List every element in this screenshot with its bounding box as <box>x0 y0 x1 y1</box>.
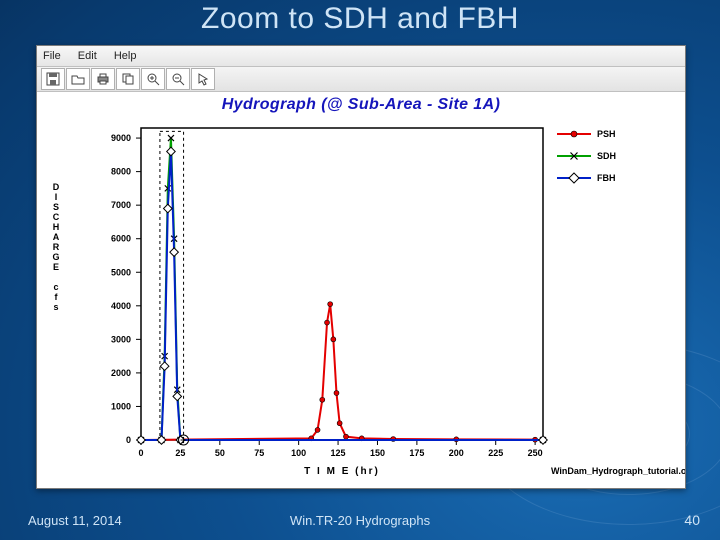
svg-text:T I M E (hr): T I M E (hr) <box>304 466 380 477</box>
menu-edit[interactable]: Edit <box>78 50 97 62</box>
slide: Zoom to SDH and FBH File Edit Help Hydro… <box>0 0 720 540</box>
menu-bar: File Edit Help <box>37 46 685 67</box>
svg-text:0: 0 <box>138 448 143 458</box>
svg-text:4000: 4000 <box>111 301 131 311</box>
svg-text:175: 175 <box>409 448 424 458</box>
plot-area: Hydrograph (@ Sub-Area - Site 1A) D I S … <box>37 92 685 488</box>
svg-text:5000: 5000 <box>111 267 131 277</box>
svg-text:200: 200 <box>449 448 464 458</box>
svg-text:50: 50 <box>215 448 225 458</box>
svg-text:1000: 1000 <box>111 401 131 411</box>
svg-text:100: 100 <box>291 448 306 458</box>
svg-text:2000: 2000 <box>111 368 131 378</box>
svg-text:SDH: SDH <box>597 151 616 161</box>
slide-title: Zoom to SDH and FBH <box>0 2 720 36</box>
svg-text:PSH: PSH <box>597 129 616 139</box>
menu-file[interactable]: File <box>43 50 61 62</box>
menu-help[interactable]: Help <box>114 50 137 62</box>
svg-text:225: 225 <box>488 448 503 458</box>
open-icon[interactable] <box>66 68 90 90</box>
svg-text:9000: 9000 <box>111 133 131 143</box>
save-icon[interactable] <box>41 68 65 90</box>
svg-text:WinDam_Hydrograph_tutorial.out: WinDam_Hydrograph_tutorial.out <box>551 466 685 476</box>
zoom-out-icon[interactable] <box>166 68 190 90</box>
svg-text:0: 0 <box>126 435 131 445</box>
svg-text:75: 75 <box>254 448 264 458</box>
footer-caption: Win.TR-20 Hydrographs <box>0 513 720 528</box>
svg-text:6000: 6000 <box>111 234 131 244</box>
toolbar <box>37 67 685 92</box>
app-window: File Edit Help Hydrograph (@ Sub-Area - … <box>36 45 686 489</box>
pointer-icon[interactable] <box>191 68 215 90</box>
page-number: 40 <box>684 512 700 528</box>
print-icon[interactable] <box>91 68 115 90</box>
copy-icon[interactable] <box>116 68 140 90</box>
svg-text:3000: 3000 <box>111 334 131 344</box>
svg-text:FBH: FBH <box>597 173 616 183</box>
hydrograph-chart: 0 1000 2000 3000 4000 5000 6000 7000 8000 9000 0 25… <box>37 92 685 488</box>
svg-text:150: 150 <box>370 448 385 458</box>
svg-text:25: 25 <box>175 448 185 458</box>
svg-text:8000: 8000 <box>111 167 131 177</box>
svg-text:250: 250 <box>528 448 543 458</box>
svg-text:7000: 7000 <box>111 200 131 210</box>
zoom-in-icon[interactable] <box>141 68 165 90</box>
svg-text:125: 125 <box>331 448 346 458</box>
